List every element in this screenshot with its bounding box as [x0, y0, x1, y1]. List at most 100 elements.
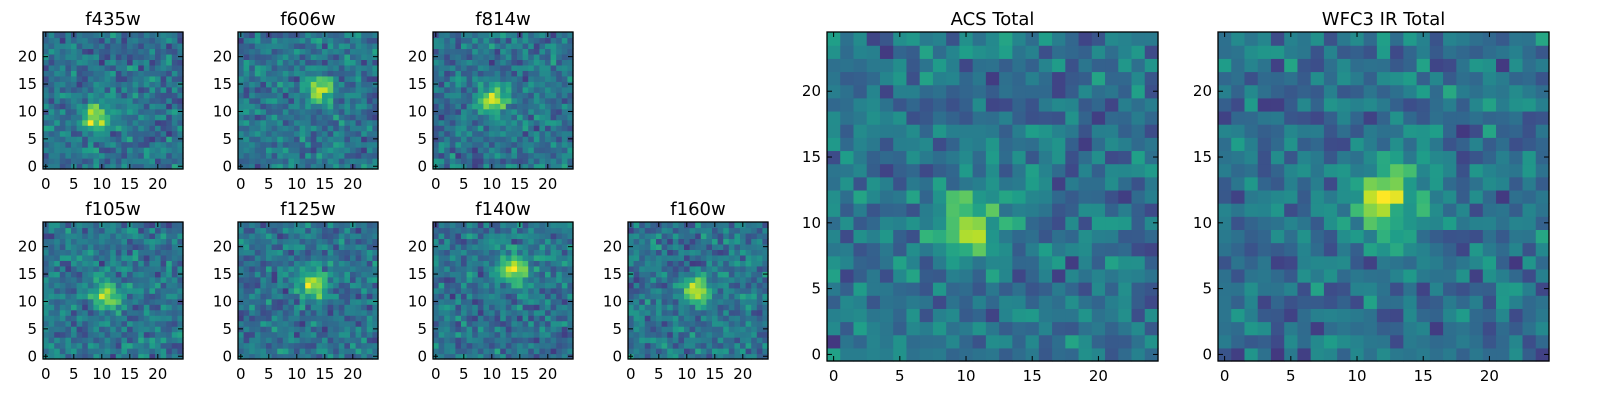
heatmap-cell [355, 222, 362, 229]
heatmap-cell [946, 163, 960, 178]
heatmap-cell [893, 347, 908, 362]
heatmap-cell [338, 86, 345, 93]
heatmap-cell [684, 271, 691, 278]
heatmap-cell [333, 59, 340, 66]
heatmap-cell [361, 97, 368, 104]
heatmap-cell [1065, 282, 1080, 296]
heatmap-cell [533, 315, 540, 322]
heatmap-cell [65, 348, 72, 355]
heatmap-cell [533, 238, 540, 245]
heatmap-cell [959, 295, 974, 309]
heatmap-cell [277, 141, 284, 148]
heatmap-cell [299, 309, 306, 316]
heatmap-cell [712, 342, 719, 349]
heatmap-cell [166, 152, 173, 159]
heatmap-cell [700, 342, 707, 349]
heatmap-cell [489, 125, 496, 132]
heatmap-cell [633, 282, 640, 289]
heatmap-cell [260, 97, 267, 104]
heatmap-cell [310, 108, 317, 115]
heatmap-cell [522, 32, 529, 39]
heatmap-cell [483, 32, 490, 39]
heatmap-cell [477, 348, 484, 355]
heatmap-cell [127, 108, 134, 115]
heatmap-cell [556, 315, 563, 322]
heatmap-cell [985, 334, 1000, 349]
heatmap-cell [472, 114, 479, 121]
heatmap-cell [99, 64, 106, 71]
heatmap-cell [143, 103, 150, 110]
heatmap-cell [99, 42, 106, 50]
heatmap-cell [695, 326, 702, 333]
heatmap-cell [310, 152, 317, 159]
heatmap-cell [500, 163, 507, 170]
heatmap-cell [466, 249, 473, 256]
heatmap-cell [76, 348, 83, 355]
heatmap-cell [249, 271, 256, 278]
heatmap-cell [104, 103, 111, 110]
heatmap-cell [372, 158, 379, 165]
heatmap-cell [489, 331, 496, 338]
heatmap-cell [99, 348, 106, 355]
heatmap-cell [550, 37, 557, 44]
heatmap-cell [266, 309, 273, 316]
heatmap-cell [438, 32, 445, 39]
heatmap-cell [305, 158, 312, 165]
heatmap-cell [121, 249, 128, 256]
heatmap-cell [322, 276, 329, 283]
heatmap-cell [143, 304, 150, 311]
heatmap-cell [177, 64, 184, 71]
heatmap-cell [333, 53, 340, 60]
heatmap-cell [121, 103, 128, 110]
heatmap-cell [550, 48, 557, 55]
heatmap-cell [121, 53, 128, 60]
heatmap-cell [48, 108, 55, 115]
heatmap-cell [879, 268, 894, 283]
heatmap-cell [1052, 268, 1066, 283]
heatmap-cell [1012, 347, 1027, 362]
heatmap-cell [93, 353, 100, 360]
heatmap-cell [561, 348, 568, 355]
heatmap-cell [1025, 189, 1040, 204]
heatmap-cell [500, 125, 507, 132]
heatmap-cell [466, 108, 473, 115]
heatmap-cell [550, 293, 557, 300]
heatmap-cell [282, 42, 289, 50]
heatmap-cell [299, 271, 306, 278]
y-tick-label: 10 [18, 292, 37, 310]
heatmap-cell [316, 37, 323, 44]
heatmap-cell [489, 147, 496, 154]
heatmap-cell [372, 92, 379, 99]
heatmap-cell [143, 287, 150, 294]
heatmap-cell [678, 293, 685, 300]
heatmap-cell [667, 342, 674, 349]
heatmap-cell [533, 119, 540, 126]
heatmap-cell [672, 282, 679, 289]
heatmap-cell [472, 331, 479, 338]
heatmap-cell [305, 348, 312, 355]
heatmap-cell [65, 158, 72, 165]
heatmap-cell [355, 163, 362, 170]
heatmap-cell [243, 53, 250, 60]
heatmap-cell [127, 320, 134, 327]
heatmap-cell [561, 282, 568, 289]
heatmap-cell [700, 232, 707, 240]
heatmap-cell [489, 254, 496, 261]
heatmap-cell [500, 298, 507, 305]
heatmap-cell [166, 298, 173, 305]
heatmap-cell [71, 37, 78, 44]
heatmap-cell [756, 227, 763, 234]
heatmap-cell [282, 48, 289, 55]
heatmap-cell [282, 331, 289, 338]
heatmap-cell [672, 287, 679, 294]
heatmap-cell [43, 37, 50, 44]
heatmap-cell [1105, 163, 1119, 178]
heatmap-cell [684, 232, 691, 240]
heatmap-cell [59, 315, 66, 322]
heatmap-cell [919, 255, 934, 270]
heatmap-cell [455, 271, 462, 278]
heatmap-cell [132, 70, 139, 77]
heatmap-cell [644, 337, 651, 344]
heatmap-cell [254, 287, 261, 294]
